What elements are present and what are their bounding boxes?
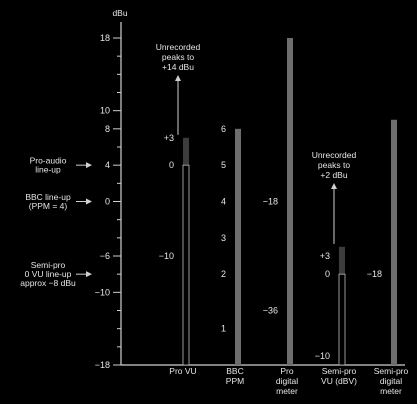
meter-headroom-segment <box>183 137 189 166</box>
meter-scale-label: −18 <box>263 197 278 207</box>
axis-unit-label: dBu <box>112 8 127 18</box>
annotation-line: Unrecorded <box>156 42 201 52</box>
annotation-line: +2 dBu <box>320 170 347 180</box>
left-label-line: Pro-audio <box>30 156 67 166</box>
axis-tick-label: −6 <box>100 251 110 261</box>
left-label-line: 0 VU line-up <box>25 269 72 279</box>
axis-tick-label: −18 <box>95 360 110 370</box>
arrow-up-icon <box>331 183 337 189</box>
meter-scale-label: 1 <box>221 324 226 334</box>
meter-caption: BBC <box>226 366 243 376</box>
annotation-line: Unrecorded <box>312 150 357 160</box>
meter-scale-label: +3 <box>320 251 330 261</box>
meter-bar <box>287 38 293 365</box>
meter-scale-label: 4 <box>221 197 226 207</box>
meter-caption: Pro VU <box>169 366 196 376</box>
left-label-line: line-up <box>35 165 61 175</box>
meter-headroom-segment <box>339 246 345 275</box>
meter-caption: Semi-pro <box>322 366 357 376</box>
meter-scale-label: 0 <box>325 269 330 279</box>
left-label-line: approx −8 dBu <box>20 278 76 288</box>
arrow-head-icon <box>86 162 92 169</box>
meter-bar <box>391 119 397 365</box>
meter-caption: meter <box>276 386 298 396</box>
meter-scale-label: −18 <box>367 269 382 279</box>
meter-caption: Semi-pro <box>374 366 409 376</box>
meter-scale-label: −36 <box>263 306 278 316</box>
meter-caption: digital <box>276 376 298 386</box>
meter-caption: Pro <box>280 366 294 376</box>
axis-tick-label: 0 <box>105 197 110 207</box>
meter-scale-label: 5 <box>221 160 226 170</box>
arrow-head-icon <box>86 271 92 278</box>
meter-bar-outline <box>338 273 346 366</box>
meter-scale-label: 6 <box>221 124 226 134</box>
arrow-up-icon <box>175 75 181 81</box>
annotation-line: +14 dBu <box>162 62 194 72</box>
axis-tick-label: −10 <box>95 287 110 297</box>
annotation-line: peaks to <box>318 160 350 170</box>
left-label-line: (PPM = 4) <box>29 201 68 211</box>
meter-scale-label: 3 <box>221 233 226 243</box>
left-label-line: BBC line-up <box>25 192 71 202</box>
meter-scale-label: 2 <box>221 269 226 279</box>
meter-bar-outline <box>182 164 190 366</box>
arrow-head-icon <box>86 198 92 205</box>
axis-tick-label: 10 <box>100 106 110 116</box>
meter-caption: meter <box>380 386 402 396</box>
axis-tick-label: 4 <box>105 160 110 170</box>
meter-scale-label: −10 <box>159 251 174 261</box>
meter-caption: VU (dBV) <box>321 376 357 386</box>
axis-tick-label: 8 <box>105 124 110 134</box>
left-reference-label: BBC line-up(PPM = 4) <box>25 192 92 211</box>
meter-scale-label: +3 <box>164 133 174 143</box>
meter-scale-label: 0 <box>169 160 174 170</box>
left-label-line: Semi-pro <box>31 260 66 270</box>
meter-caption: digital <box>380 376 402 386</box>
meter-scale-label: −10 <box>315 351 330 361</box>
axis-tick-label: 18 <box>100 33 110 43</box>
annotation-line: peaks to <box>162 52 194 62</box>
meter-bar <box>235 128 241 365</box>
meter-caption: PPM <box>226 376 244 386</box>
